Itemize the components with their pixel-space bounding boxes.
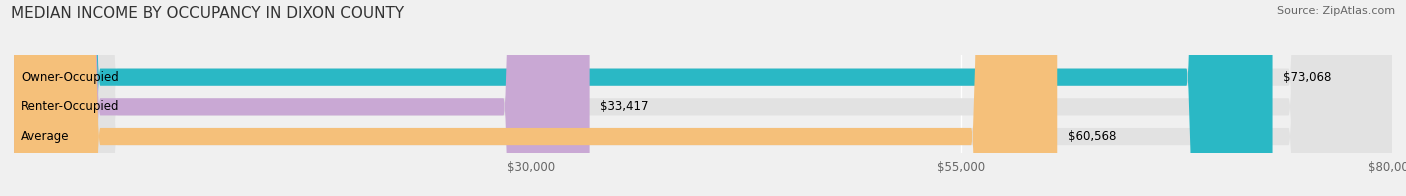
Text: MEDIAN INCOME BY OCCUPANCY IN DIXON COUNTY: MEDIAN INCOME BY OCCUPANCY IN DIXON COUN… xyxy=(11,6,405,21)
FancyBboxPatch shape xyxy=(14,0,589,196)
FancyBboxPatch shape xyxy=(14,0,1392,196)
Text: $60,568: $60,568 xyxy=(1067,130,1116,143)
Text: Source: ZipAtlas.com: Source: ZipAtlas.com xyxy=(1277,6,1395,16)
Text: Average: Average xyxy=(21,130,69,143)
FancyBboxPatch shape xyxy=(14,0,1392,196)
Text: $33,417: $33,417 xyxy=(600,100,648,113)
FancyBboxPatch shape xyxy=(14,0,1392,196)
FancyBboxPatch shape xyxy=(14,0,1057,196)
Text: Renter-Occupied: Renter-Occupied xyxy=(21,100,120,113)
Text: $73,068: $73,068 xyxy=(1282,71,1331,84)
Text: Owner-Occupied: Owner-Occupied xyxy=(21,71,118,84)
FancyBboxPatch shape xyxy=(14,0,1272,196)
